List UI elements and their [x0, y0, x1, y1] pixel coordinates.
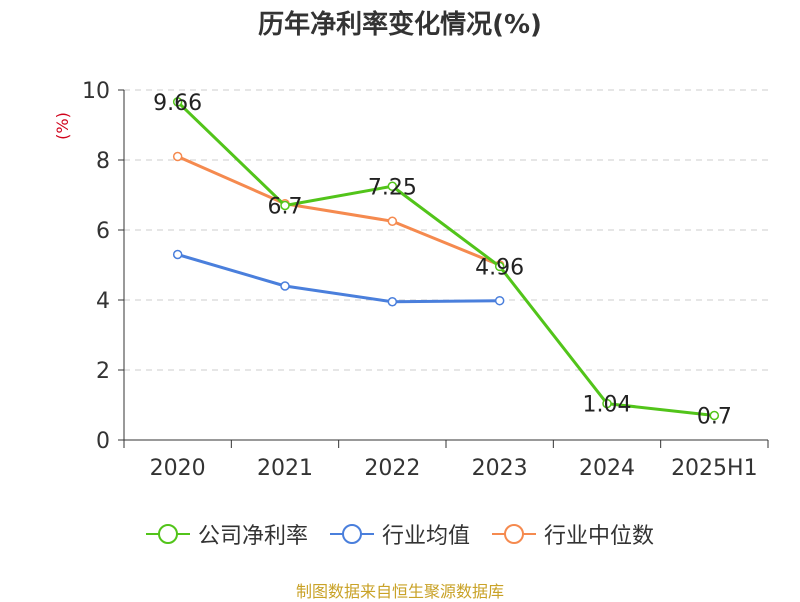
data-point	[709, 410, 720, 421]
legend-label-company: 公司净利率	[197, 524, 308, 549]
y-tick-label: 6	[96, 219, 110, 244]
series-line	[177, 253, 500, 304]
series-line	[177, 155, 501, 267]
legend-marker-industry-avg-icon	[329, 524, 374, 544]
legend-item-industry-avg[interactable]: 行业均值	[329, 518, 470, 550]
data-point	[280, 200, 290, 211]
data-label: 1.04	[583, 393, 632, 418]
legend-item-industry-median[interactable]: 行业中位数	[492, 518, 654, 550]
chart-title: 历年净利率变化情况(%)	[258, 10, 542, 40]
legend-marker-company-icon	[145, 524, 190, 544]
y-axis-unit: (%)	[53, 112, 72, 140]
y-tick-label: 0	[96, 429, 110, 454]
y-tick-label: 4	[96, 289, 110, 314]
data-label: 0.7	[697, 405, 732, 430]
grid-lines	[124, 89, 768, 371]
legend-marker-industry-median-icon	[492, 524, 536, 544]
data-point	[172, 97, 183, 107]
data-labels: 9.66 6.7 7.25 4.96 1.04 0.7	[153, 91, 732, 430]
y-tick-label: 8	[96, 149, 110, 174]
series-lines	[172, 97, 720, 421]
data-point	[387, 297, 398, 307]
data-label: 7.25	[368, 175, 417, 200]
x-tick-label: 2023	[472, 456, 528, 481]
series-line	[176, 100, 715, 417]
x-tick-label: 2025H1	[671, 456, 758, 481]
legend-label-industry-median: 行业中位数	[544, 524, 655, 549]
data-label: 6.7	[268, 195, 303, 220]
data-point	[602, 398, 612, 409]
source-footer: 制图数据来自恒生聚源数据库	[295, 582, 504, 601]
legend-item-company[interactable]: 公司净利率	[145, 518, 308, 550]
data-point	[494, 295, 505, 306]
axes: 0 2 4 6 8 10 2020 2021 2022 2023 2024 2025H1	[82, 79, 769, 481]
data-label: 4.96	[475, 255, 524, 280]
x-tick-label: 2022	[364, 456, 420, 481]
data-point	[172, 151, 183, 162]
data-point	[172, 249, 183, 260]
data-label: 9.66	[153, 91, 202, 116]
y-tick-label: 10	[82, 79, 110, 104]
x-tick-label: 2024	[579, 456, 635, 481]
data-point	[387, 216, 398, 226]
data-point	[280, 281, 290, 291]
x-tick-label: 2021	[257, 456, 313, 481]
x-tick-label: 2020	[150, 456, 206, 481]
legend-label-industry-avg: 行业均值	[381, 524, 470, 549]
data-point	[387, 181, 398, 191]
y-tick-label: 2	[96, 359, 110, 384]
legend: 公司净利率 行业均值 行业中位数	[0, 518, 800, 550]
data-point	[494, 261, 505, 272]
